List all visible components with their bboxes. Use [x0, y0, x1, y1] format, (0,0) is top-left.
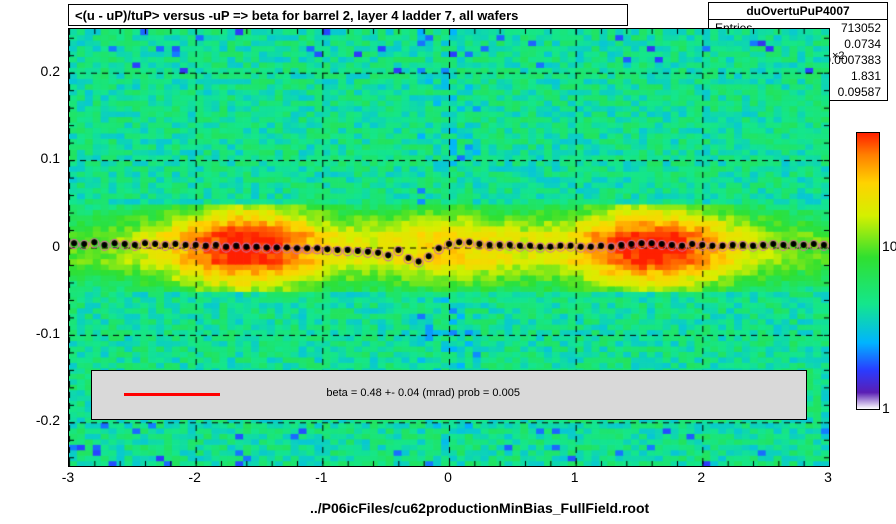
- stats-val: 1.831: [851, 69, 881, 83]
- stats-val: 0.09587: [838, 85, 881, 99]
- fit-text: beta = 0.48 +- 0.04 (mrad) prob = 0.005: [326, 387, 520, 399]
- stats-name: duOvertuPuP4007: [709, 3, 887, 20]
- file-path-footer: ../P06icFiles/cu62productionMinBias_Full…: [310, 500, 649, 516]
- colorbar-tick: 10: [882, 238, 896, 254]
- xtick-label: 1: [545, 469, 605, 485]
- plot-title: <(u - uP)/tuP> versus -uP => beta for ba…: [68, 4, 628, 26]
- colorbar: [856, 132, 880, 410]
- ytick-label: 0.1: [0, 150, 60, 166]
- colorbar-tick: 1: [882, 400, 896, 416]
- ytick-label: -0.2: [0, 412, 60, 428]
- xtick-label: 0: [418, 469, 478, 485]
- ytick-label: 0: [0, 238, 60, 254]
- fit-line-sample: [124, 393, 220, 396]
- ytick-label: -0.1: [0, 325, 60, 341]
- stats-val: 0.0734: [844, 37, 881, 51]
- xtick-label: 2: [671, 469, 731, 485]
- xtick-label: -2: [165, 469, 225, 485]
- axis-exponent: ×2: [832, 50, 845, 62]
- stats-val: 713052: [841, 21, 881, 35]
- ytick-label: 0.2: [0, 63, 60, 79]
- xtick-label: -3: [38, 469, 98, 485]
- root: <(u - uP)/tuP> versus -uP => beta for ba…: [0, 0, 896, 524]
- xtick-label: -1: [291, 469, 351, 485]
- xtick-label: 3: [798, 469, 858, 485]
